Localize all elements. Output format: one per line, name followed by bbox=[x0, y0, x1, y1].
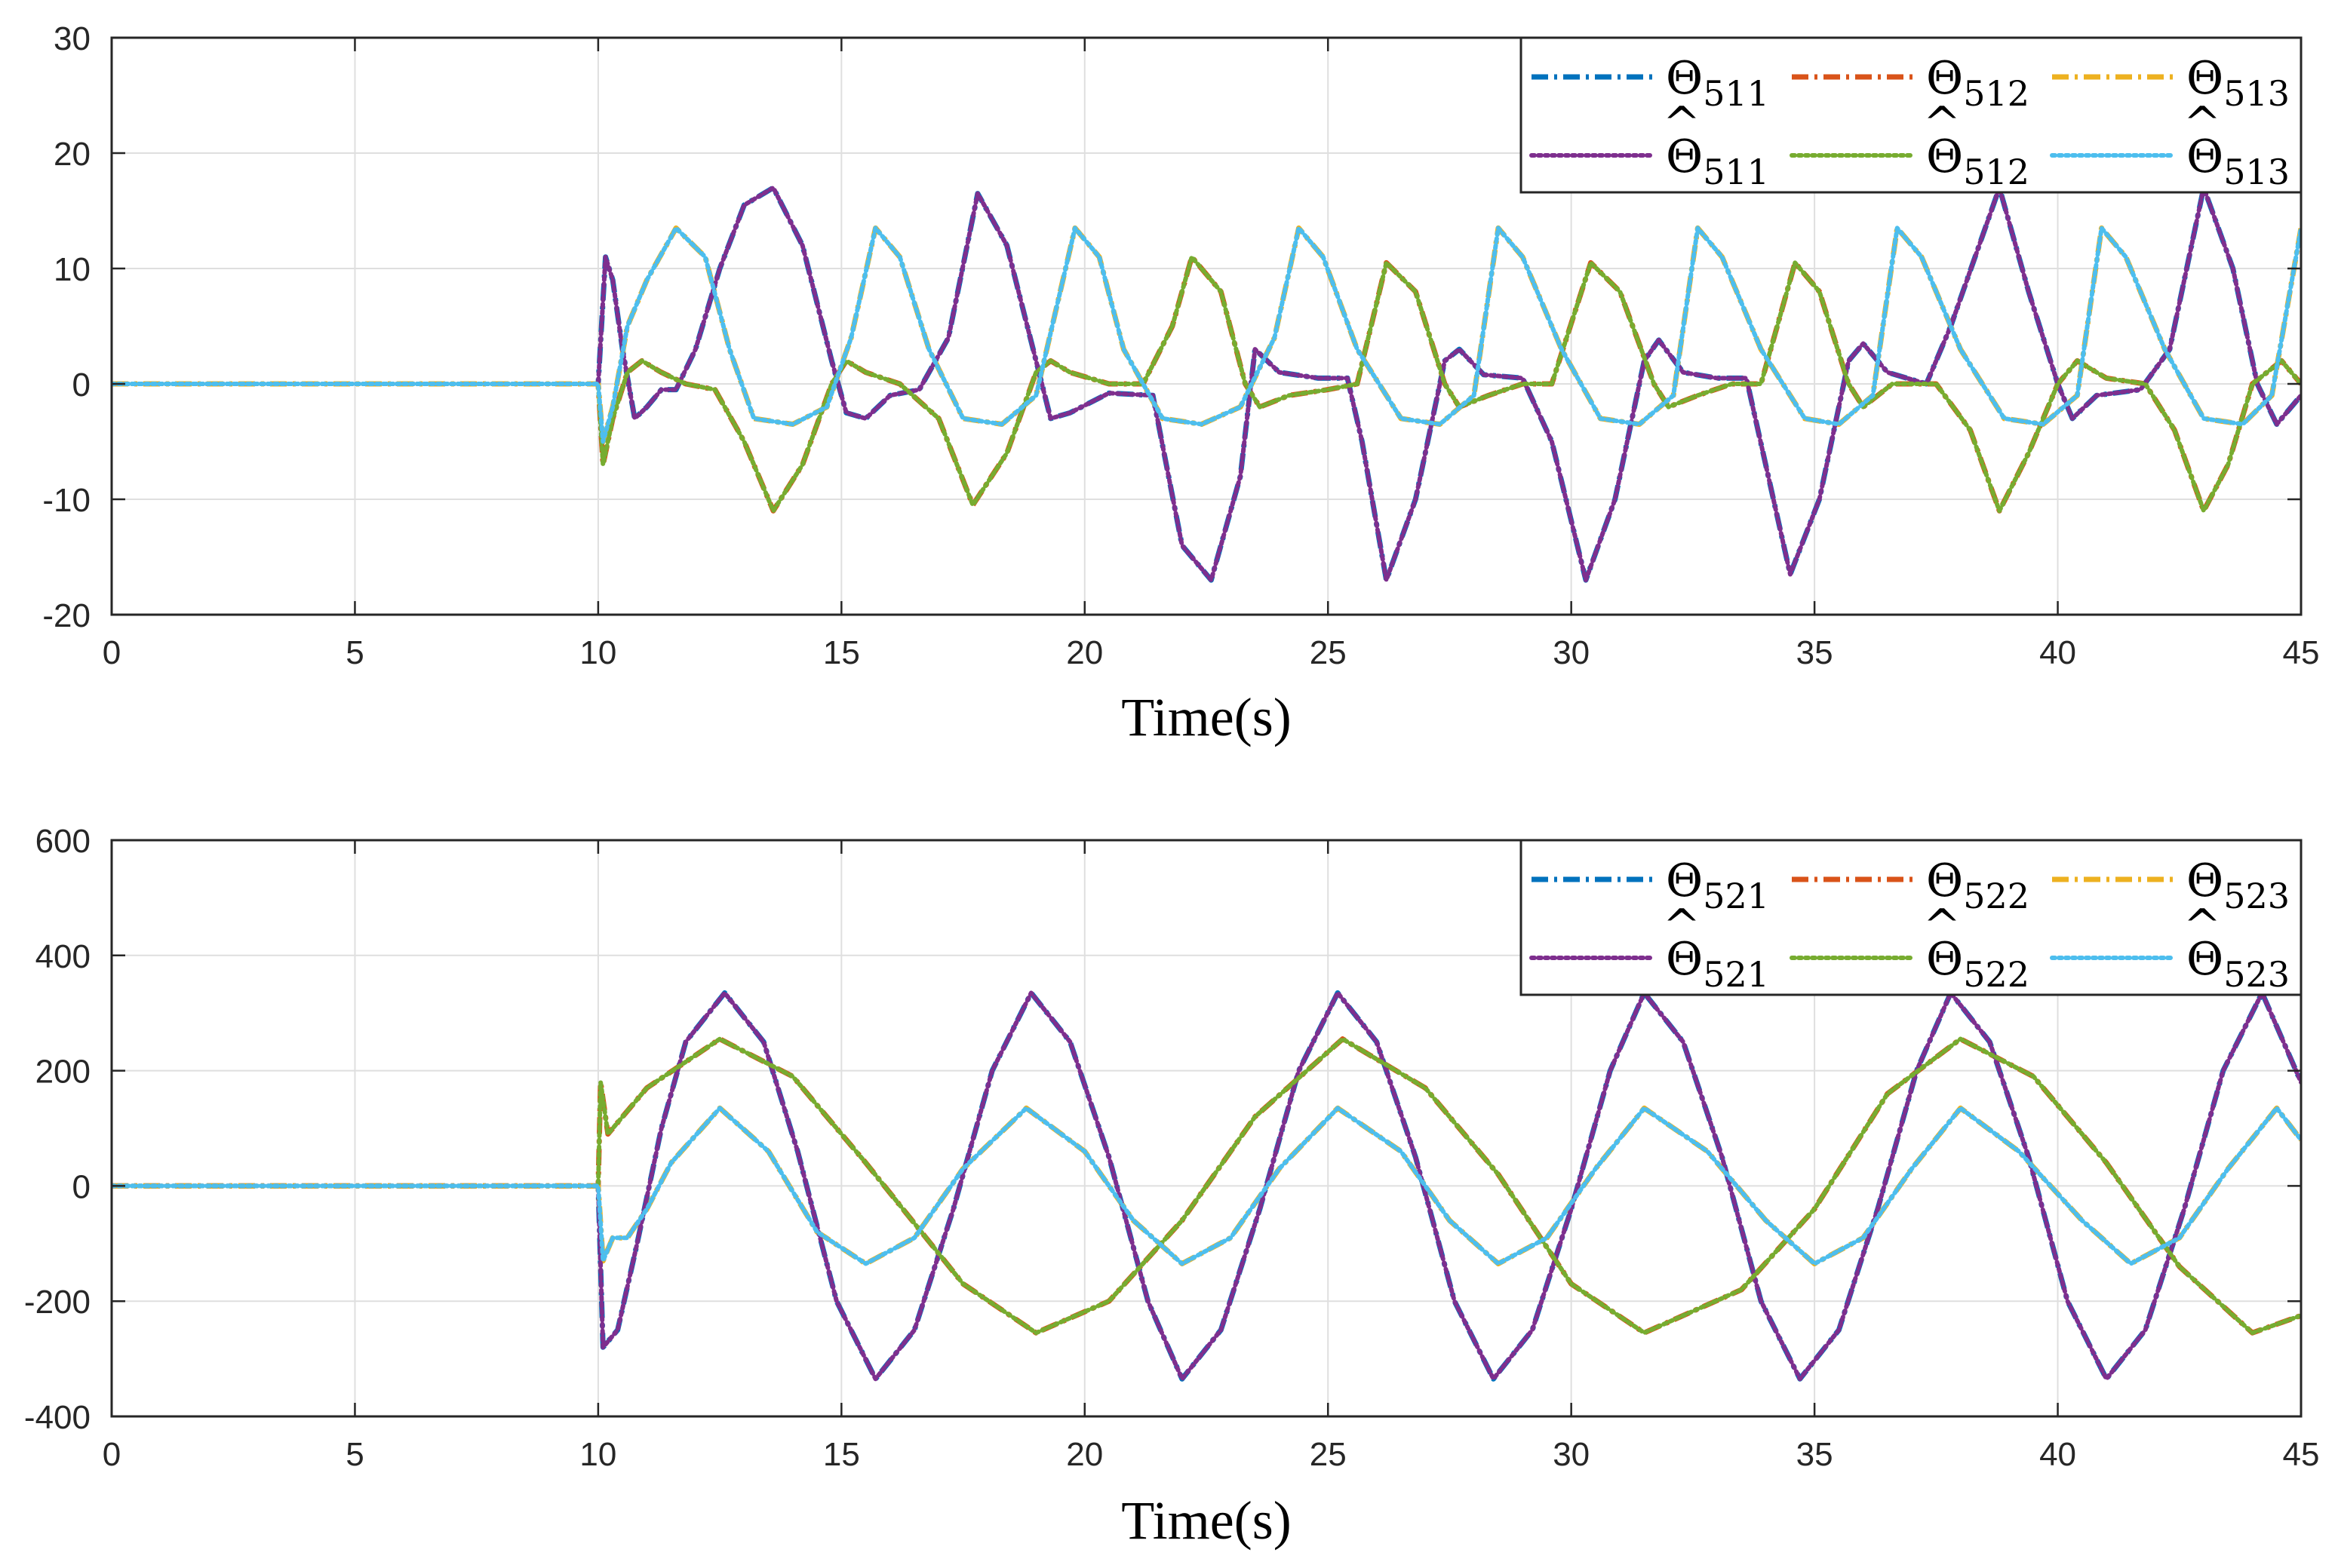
series-group bbox=[112, 185, 2301, 583]
x-tick-label: 25 bbox=[1310, 1436, 1347, 1473]
legend-entry-hat-512: Θ512^ bbox=[1790, 97, 2029, 192]
legend-entry-523: Θ523 bbox=[2052, 855, 2290, 916]
series-group bbox=[112, 990, 2301, 1382]
legend-hat-mark: ^ bbox=[1923, 900, 1961, 953]
legend-entry-hat-523: Θ523^ bbox=[2050, 900, 2290, 995]
legend-entry-511: Θ511 bbox=[1532, 52, 1769, 114]
x-tick-label: 0 bbox=[103, 1436, 121, 1473]
y-tick-label: 20 bbox=[54, 136, 91, 173]
x-tick-label: 15 bbox=[823, 634, 860, 671]
legend-label: Θ512 bbox=[1926, 130, 2029, 192]
panel-bottom: 0 5 10 15 20 25 30 35 40 45 -400 -200 0 200 400 600 Time… bbox=[24, 823, 2320, 1551]
y-tick-label: 400 bbox=[35, 938, 91, 975]
y-tick-label: 10 bbox=[54, 251, 91, 288]
legend-entry-hat-511: Θ511^ bbox=[1529, 97, 1769, 192]
axes-box bbox=[110, 839, 2303, 1418]
legend-label: Θ522 bbox=[1926, 933, 2029, 995]
series-line-hat-512 bbox=[112, 254, 2301, 514]
x-tick-label: 45 bbox=[2283, 1436, 2320, 1473]
x-tick-label: 20 bbox=[1066, 634, 1103, 671]
x-tick-label: 35 bbox=[1796, 1436, 1833, 1473]
x-tick-label: 5 bbox=[346, 634, 364, 671]
x-tick-label: 40 bbox=[2039, 1436, 2076, 1473]
x-tick-label: 10 bbox=[579, 1436, 616, 1473]
legend-box bbox=[1519, 36, 2303, 194]
x-tick-label: 40 bbox=[2039, 634, 2076, 671]
y-tick-label: 30 bbox=[54, 20, 91, 57]
y-tick-label: -200 bbox=[24, 1284, 91, 1321]
legend-entry-hat-513: Θ513^ bbox=[2050, 97, 2290, 192]
legend-label: Θ513 bbox=[2186, 130, 2290, 192]
legend-entry-hat-521: Θ521^ bbox=[1529, 900, 1769, 995]
series-line-hat-521 bbox=[112, 990, 2301, 1382]
legend-box bbox=[1519, 839, 2303, 996]
series-line-hat-511 bbox=[112, 185, 2301, 583]
legend-hat-mark: ^ bbox=[2183, 97, 2221, 150]
legend-label: Θ523 bbox=[2186, 855, 2290, 916]
legend-label: Θ512 bbox=[1926, 52, 2029, 114]
legend-label: Θ523 bbox=[2186, 933, 2290, 995]
legend-label: Θ511 bbox=[1666, 130, 1769, 192]
legend-label: Θ511 bbox=[1666, 52, 1769, 114]
legend-entry-513: Θ513 bbox=[2052, 52, 2290, 114]
x-axis-label: Time(s) bbox=[1121, 687, 1291, 747]
legend-label: Θ522 bbox=[1926, 855, 2029, 916]
axes-box bbox=[110, 36, 2303, 616]
series-line-hat-522 bbox=[112, 1036, 2301, 1336]
legend-entry-512: Θ512 bbox=[1792, 52, 2029, 114]
y-tick-label: 600 bbox=[35, 823, 91, 860]
x-tick-label: 30 bbox=[1553, 1436, 1590, 1473]
x-tick-label: 15 bbox=[823, 1436, 860, 1473]
y-tick-label: -10 bbox=[42, 482, 91, 519]
legend-label: Θ513 bbox=[2186, 52, 2290, 114]
panel-top: 0 5 10 15 20 25 30 35 40 45 -20 -10 0 10 20 30 Time(s) Θ5… bbox=[42, 20, 2319, 747]
x-tick-label: 5 bbox=[346, 1436, 364, 1473]
x-tick-label: 10 bbox=[579, 634, 616, 671]
legend-entry-521: Θ521 bbox=[1532, 855, 1769, 916]
x-tick-label: 0 bbox=[103, 634, 121, 671]
x-tick-label: 45 bbox=[2283, 634, 2320, 671]
y-tick-label: -400 bbox=[24, 1399, 91, 1436]
legend-hat-mark: ^ bbox=[2183, 900, 2221, 953]
legend-entry-522: Θ522 bbox=[1792, 855, 2029, 916]
legend-hat-mark: ^ bbox=[1663, 900, 1701, 953]
series-line-hat-513 bbox=[112, 226, 2301, 444]
x-tick-label: 25 bbox=[1310, 634, 1347, 671]
legend-label: Θ521 bbox=[1666, 933, 1769, 995]
x-tick-label: 20 bbox=[1066, 1436, 1103, 1473]
y-tick-label: 200 bbox=[35, 1054, 91, 1091]
legend-hat-mark: ^ bbox=[1923, 97, 1961, 150]
x-tick-label: 30 bbox=[1553, 634, 1590, 671]
series-line-hat-523 bbox=[112, 1106, 2301, 1266]
legend-entry-hat-522: Θ522^ bbox=[1790, 900, 2029, 995]
x-tick-label: 35 bbox=[1796, 634, 1833, 671]
y-tick-label: 0 bbox=[72, 367, 91, 404]
x-axis-label: Time(s) bbox=[1121, 1490, 1291, 1551]
legend-hat-mark: ^ bbox=[1663, 97, 1701, 150]
y-tick-label: -20 bbox=[42, 597, 91, 634]
y-tick-label: 0 bbox=[72, 1168, 91, 1205]
legend-label: Θ521 bbox=[1666, 855, 1769, 916]
